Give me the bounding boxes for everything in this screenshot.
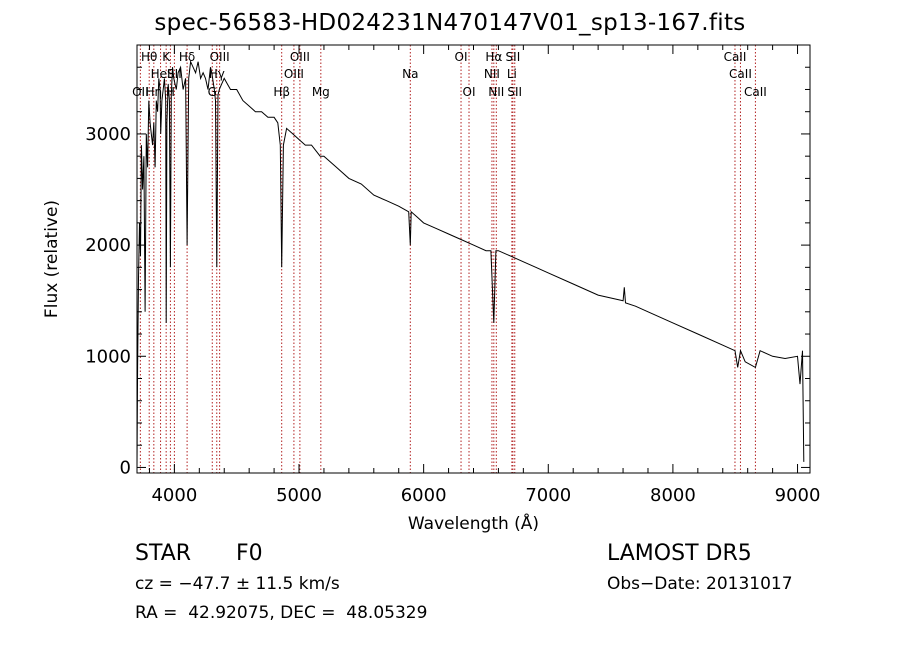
x-tick-label: 7000: [525, 485, 571, 506]
y-tick-label: 3000: [85, 124, 131, 145]
x-tick-label: 6000: [401, 485, 447, 506]
marker-label: Hθ: [141, 50, 157, 64]
marker-label: NII: [488, 85, 504, 99]
x-axis-label: Wavelength (Å): [408, 512, 539, 534]
marker-labels: OII Hθ Hη HeI K H SII Hδ G Hγ OIII Hβ OIII OIII Mg Na OI…: [132, 50, 767, 99]
marker-label: SII: [507, 85, 522, 99]
x-tick-label: 9000: [775, 485, 821, 506]
line-markers: [139, 45, 756, 473]
object-class: STAR: [135, 541, 192, 566]
marker-label: G: [208, 85, 217, 99]
marker-label: OIII: [290, 50, 310, 64]
marker-label: OIII: [210, 50, 230, 64]
marker-label: CaII: [724, 50, 747, 64]
marker-label: SII: [506, 50, 521, 64]
marker-label: NII: [484, 67, 500, 81]
marker-label: CaII: [744, 85, 767, 99]
y-tick-label: 2000: [85, 235, 131, 256]
marker-label: HeI: [151, 67, 171, 81]
subclass: F0: [236, 541, 263, 566]
marker-label: OI: [463, 85, 476, 99]
marker-label: Na: [402, 67, 418, 81]
marker-label: K: [162, 50, 171, 64]
plot-frame: [136, 44, 811, 474]
x-tick-label: 5000: [276, 485, 322, 506]
axis-ticks: 4000 5000 6000 7000 8000 9000 0 1000 2000 3000: [85, 45, 820, 506]
x-tick-label: 4000: [151, 485, 197, 506]
marker-label: OIII: [284, 67, 304, 81]
marker-label: Hη: [146, 85, 163, 99]
survey-label: LAMOST DR5: [607, 541, 752, 566]
y-tick-label: 0: [120, 457, 131, 478]
obs-date: Obs−Date: 20131017: [607, 574, 793, 594]
spectrum-series-line: [136, 59, 805, 468]
marker-label: OI: [455, 50, 468, 64]
marker-label: CaII: [729, 67, 752, 81]
redshift-text: cz = −47.7 ± 11.5 km/s: [135, 574, 340, 594]
marker-label: H: [166, 85, 175, 99]
coordinates-text: RA = 42.92075, DEC = 48.05329: [135, 603, 428, 623]
marker-label: Hγ: [209, 67, 225, 81]
marker-label: Li: [507, 67, 517, 81]
marker-label: OII: [132, 85, 149, 99]
y-axis-label: Flux (relative): [42, 200, 62, 318]
marker-label: Hα: [485, 50, 502, 64]
y-tick-label: 1000: [85, 346, 131, 367]
marker-label: SII: [167, 67, 182, 81]
marker-label: Mg: [312, 85, 330, 99]
marker-label: Hδ: [179, 50, 195, 64]
x-tick-label: 8000: [650, 485, 696, 506]
chart-title: spec-56583-HD024231N470147V01_sp13-167.f…: [154, 10, 746, 36]
marker-label: Hβ: [273, 85, 290, 99]
